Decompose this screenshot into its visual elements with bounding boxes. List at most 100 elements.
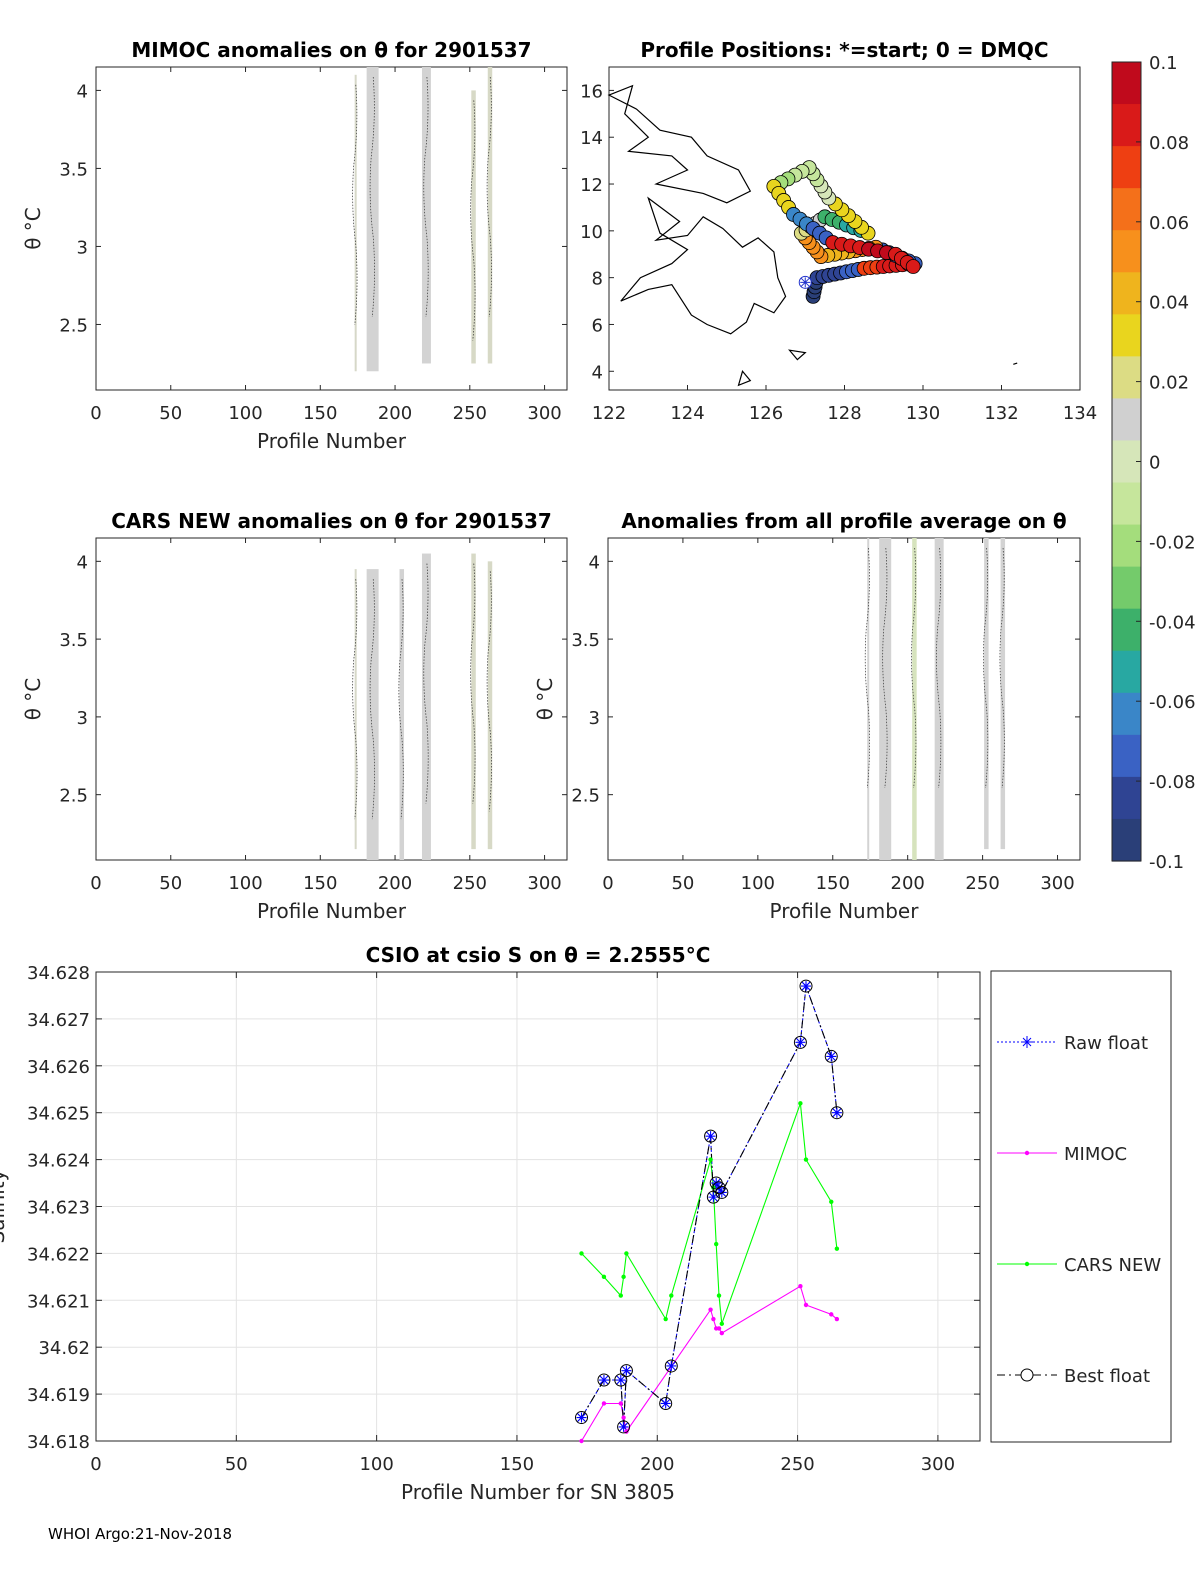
cars-contour <box>369 579 375 820</box>
avg-band <box>879 538 892 860</box>
positions-ytick-label: 8 <box>592 269 603 290</box>
csio-xtick-label: 300 <box>921 1454 955 1475</box>
avg-band <box>1000 538 1006 850</box>
data-point <box>579 1251 584 1256</box>
data-point <box>660 1398 671 1409</box>
avg-contour <box>864 547 870 789</box>
positions-xtick-label: 124 <box>670 403 704 424</box>
colorbar-segment <box>1112 188 1141 231</box>
cars-ytick-label: 2.5 <box>59 786 88 807</box>
cars-contour <box>486 571 492 812</box>
avg-ytick-label: 2.5 <box>571 786 600 807</box>
csio-xtick-label: 250 <box>780 1454 814 1475</box>
colorbar-segment <box>1112 566 1141 610</box>
cars-xtick-label: 100 <box>228 873 262 894</box>
positions-xtick-label: 128 <box>827 403 861 424</box>
avg-title: Anomalies from all profile average on θ <box>621 509 1066 533</box>
track-point <box>905 259 921 274</box>
data-point <box>714 1182 725 1193</box>
data-point <box>801 981 812 992</box>
cars-xtick-label: 300 <box>527 873 561 894</box>
cars-xtick-label: 150 <box>303 873 337 894</box>
colorbar-segment <box>1112 524 1141 568</box>
mimoc-ytick-label: 2.5 <box>59 315 88 336</box>
cars-band <box>471 553 476 850</box>
avg-xtick-label: 250 <box>965 873 999 894</box>
positions-ytick-label: 10 <box>580 222 603 243</box>
legend-label: Best float <box>1064 1366 1150 1387</box>
data-point <box>711 1316 716 1322</box>
coastline <box>1013 362 1018 365</box>
cars-xtick-label: 50 <box>159 873 182 894</box>
data-point <box>621 1415 626 1420</box>
cars-band <box>487 561 493 850</box>
data-point <box>579 1438 584 1444</box>
colorbar-segment <box>1112 104 1141 147</box>
colorbar-segment <box>1112 650 1141 694</box>
cars-band <box>421 553 431 860</box>
avg-contour <box>882 547 888 789</box>
data-point <box>803 1157 809 1162</box>
csio-ytick-label: 34.622 <box>27 1244 90 1265</box>
data-point <box>706 1190 720 1204</box>
avg-axes <box>607 537 1081 861</box>
data-point <box>598 1375 609 1386</box>
csio-ytick-label: 34.62 <box>38 1338 90 1359</box>
data-point <box>597 1373 611 1387</box>
positions-ytick-label: 4 <box>592 362 603 383</box>
data-point <box>829 1199 834 1205</box>
cars-ytick-label: 3.5 <box>59 630 88 651</box>
positions-xtick-label: 134 <box>1063 403 1097 424</box>
csio-xtick-label: 50 <box>225 1454 248 1475</box>
csio-ylabel: Salinity <box>0 1169 9 1243</box>
mimoc-ytick-label: 3.5 <box>59 159 88 180</box>
positions-ytick-label: 12 <box>580 175 603 196</box>
colorbar-segment <box>1112 482 1141 526</box>
data-point <box>621 1274 626 1280</box>
colorbar-tick-label: 0.06 <box>1149 213 1189 234</box>
mimoc-ytick-label: 4 <box>77 81 88 102</box>
coastline <box>620 196 787 335</box>
legend-marker <box>1020 1368 1034 1382</box>
avg-band <box>984 538 989 850</box>
colorbar-segment <box>1112 230 1141 273</box>
csio-ytick-label: 34.618 <box>27 1432 90 1453</box>
data-point <box>618 1421 629 1432</box>
csio-ytick-label: 34.625 <box>27 1104 90 1125</box>
colorbar-segment <box>1112 776 1141 820</box>
positions-xtick-label: 132 <box>984 403 1018 424</box>
colorbar-tick-label: -0.06 <box>1149 692 1196 713</box>
data-point <box>834 1246 840 1251</box>
csio-xlabel: Profile Number for SN 3805 <box>401 1480 675 1504</box>
mimoc-contour <box>486 76 492 318</box>
avg-ytick-label: 4 <box>589 552 600 573</box>
colorbar-tick-label: 0.02 <box>1149 373 1189 394</box>
mimoc-band <box>487 67 493 364</box>
cars-band <box>399 569 405 860</box>
colorbar-segment <box>1112 146 1141 189</box>
data-point <box>711 1178 722 1189</box>
start-marker-star <box>800 277 811 288</box>
colorbar-tick-label: -0.02 <box>1149 532 1196 553</box>
data-point <box>715 1185 729 1199</box>
mimoc-band <box>471 90 476 364</box>
avg-contour <box>983 547 989 789</box>
data-point <box>831 1107 842 1118</box>
mimoc-xtick-label: 300 <box>527 403 561 424</box>
colorbar-tick-label: 0.08 <box>1149 133 1189 154</box>
data-point <box>714 1241 719 1247</box>
coastline <box>737 370 752 387</box>
colorbar-segment <box>1112 818 1141 862</box>
data-point <box>574 1411 588 1425</box>
data-point <box>617 1420 631 1434</box>
data-point <box>705 1131 716 1142</box>
mimoc-xtick-label: 150 <box>303 403 337 424</box>
cars-title: CARS NEW anomalies on θ for 2901537 <box>111 509 552 533</box>
csio-ytick-label: 34.621 <box>27 1291 90 1312</box>
mimoc-ylabel: θ °C <box>21 207 45 250</box>
csio-xtick-label: 150 <box>500 1454 534 1475</box>
data-point <box>601 1274 607 1280</box>
colorbar-segment <box>1112 62 1141 105</box>
colorbar-tick-label: 0.04 <box>1149 293 1189 314</box>
avg-ylabel: θ °C <box>533 678 557 721</box>
